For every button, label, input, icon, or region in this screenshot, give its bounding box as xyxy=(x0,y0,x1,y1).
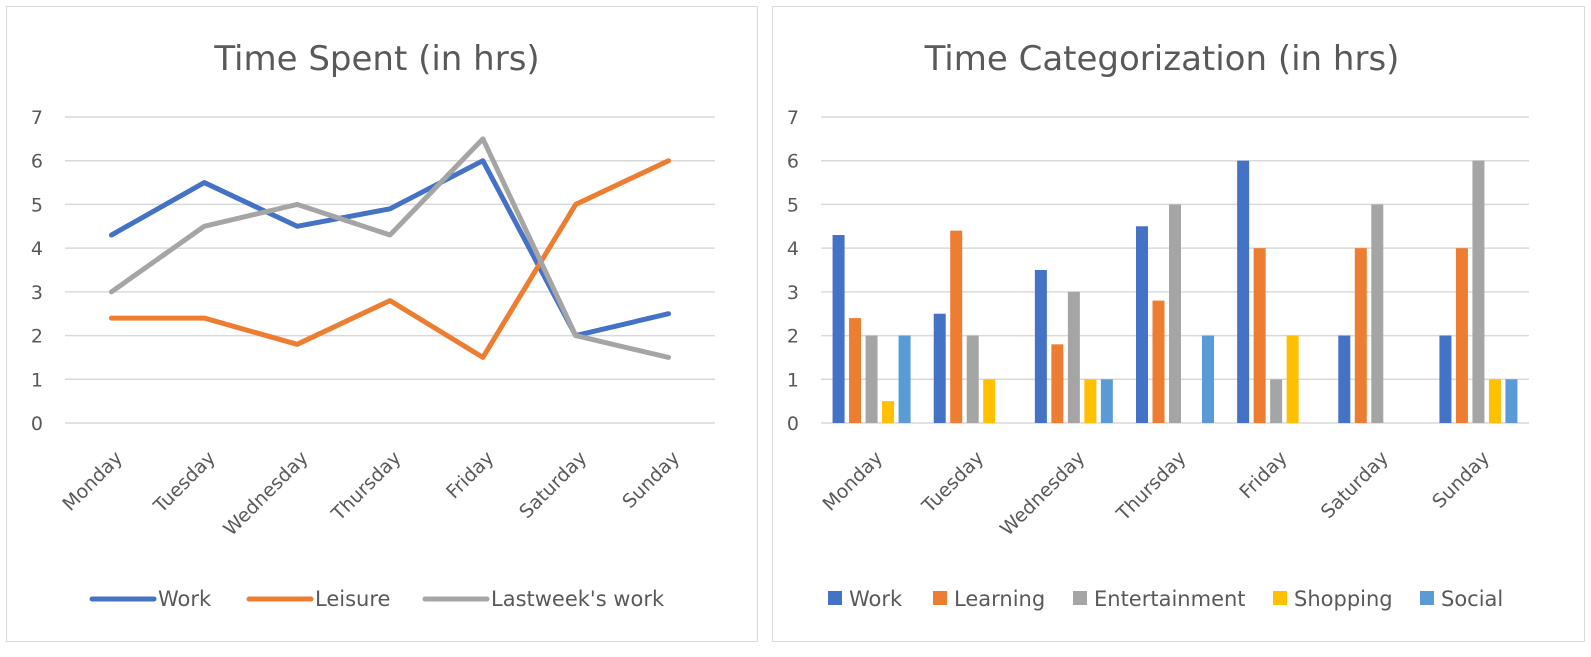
bar-learning xyxy=(849,318,862,423)
bar-shopping xyxy=(1084,379,1097,423)
line-chart-svg: Time Spent (in hrs) 0 1 2 3 4 5 6 7 Monday Tuesda… xyxy=(31,39,715,611)
x-tick-label: Tuesday xyxy=(917,447,988,518)
legend-swatch-work xyxy=(828,591,842,605)
bar-work xyxy=(1439,335,1452,423)
y-tick-label: 5 xyxy=(31,194,43,216)
bar-shopping xyxy=(1488,379,1501,423)
bar-learning xyxy=(1253,248,1266,423)
y-tick-label: 1 xyxy=(787,369,799,391)
bar-entertainment xyxy=(1472,160,1485,423)
y-tick-label: 4 xyxy=(787,238,799,260)
bar-entertainment xyxy=(1371,204,1384,423)
y-tick-label: 2 xyxy=(787,326,799,348)
bar-work xyxy=(1237,160,1250,423)
x-tick-label: Thursday xyxy=(1112,447,1191,526)
bar-entertainment xyxy=(966,335,979,423)
x-tick-label: Wednesday xyxy=(219,447,312,540)
x-tick-label: Sunday xyxy=(618,447,684,513)
y-tick-label: 1 xyxy=(31,369,43,391)
x-tick-label: Tuesday xyxy=(149,447,220,518)
legend-label: Leisure xyxy=(315,587,390,611)
y-tick-label: 0 xyxy=(31,413,43,435)
legend-label: Work xyxy=(849,587,903,611)
y-tick-label: 7 xyxy=(31,107,43,129)
legend-label: Work xyxy=(158,587,212,611)
bar-entertainment xyxy=(1270,379,1283,423)
bar-chart-svg: Time Categorization (in hrs) 0 1 2 3 4 5 6 7 Mon… xyxy=(787,39,1529,611)
bar-work xyxy=(832,235,845,423)
y-tick-label: 6 xyxy=(787,151,799,173)
y-tick-label: 3 xyxy=(787,282,799,304)
bar-learning xyxy=(1051,344,1064,423)
bar-chart-panel: Time Categorization (in hrs) 0 1 2 3 4 5 6 7 Mon… xyxy=(772,6,1585,642)
x-tick-label: Saturday xyxy=(1317,447,1393,523)
y-tick-label: 7 xyxy=(787,107,799,129)
bar-learning xyxy=(950,230,963,423)
bar-work xyxy=(1136,226,1148,423)
series-line-lastweek-s-work xyxy=(108,136,672,360)
bar-social xyxy=(1202,335,1214,423)
bar-learning xyxy=(1354,248,1367,423)
bar-social xyxy=(1505,379,1518,423)
y-tick-label: 4 xyxy=(31,238,43,260)
line-chart-panel: Time Spent (in hrs) 0 1 2 3 4 5 6 7 Monday Tuesda… xyxy=(6,6,758,642)
legend-swatch-entertainment xyxy=(1073,591,1087,605)
legend-label: Shopping xyxy=(1294,587,1393,611)
x-tick-label: Friday xyxy=(442,447,498,503)
bar-work xyxy=(933,313,946,423)
bar-shopping xyxy=(983,379,996,423)
legend-swatch-social xyxy=(1420,591,1434,605)
chart-title: Time Spent (in hrs) xyxy=(213,39,539,79)
bar-entertainment xyxy=(865,335,878,423)
y-tick-label: 2 xyxy=(31,326,43,348)
bar-social xyxy=(1100,379,1113,423)
legend-label: Learning xyxy=(954,587,1045,611)
legend-swatch-shopping xyxy=(1273,591,1287,605)
chart-title: Time Categorization (in hrs) xyxy=(924,39,1400,79)
x-tick-label: Wednesday xyxy=(996,447,1089,540)
series-line-leisure xyxy=(108,158,672,360)
bar-work xyxy=(1034,270,1047,423)
legend-label: Entertainment xyxy=(1094,587,1246,611)
bar-work xyxy=(1338,335,1351,423)
bar-shopping xyxy=(882,401,895,423)
bar-entertainment xyxy=(1169,204,1181,423)
legend-label: Social xyxy=(1441,587,1503,611)
bar-learning xyxy=(1455,248,1468,423)
bar-entertainment xyxy=(1067,291,1080,423)
y-tick-label: 6 xyxy=(31,151,43,173)
x-tick-label: Friday xyxy=(1235,447,1291,503)
legend-swatch-learning xyxy=(933,591,947,605)
bar-learning xyxy=(1152,300,1165,423)
bar-social xyxy=(898,335,911,423)
x-tick-label: Monday xyxy=(58,447,127,516)
legend-label: Lastweek's work xyxy=(491,587,665,611)
x-tick-label: Thursday xyxy=(327,447,406,526)
y-tick-label: 3 xyxy=(31,282,43,304)
bar-shopping xyxy=(1286,335,1299,423)
y-tick-label: 5 xyxy=(787,194,799,216)
x-tick-label: Monday xyxy=(819,447,888,516)
x-tick-label: Sunday xyxy=(1428,447,1494,513)
y-tick-label: 0 xyxy=(787,413,799,435)
x-tick-label: Saturday xyxy=(515,447,591,523)
